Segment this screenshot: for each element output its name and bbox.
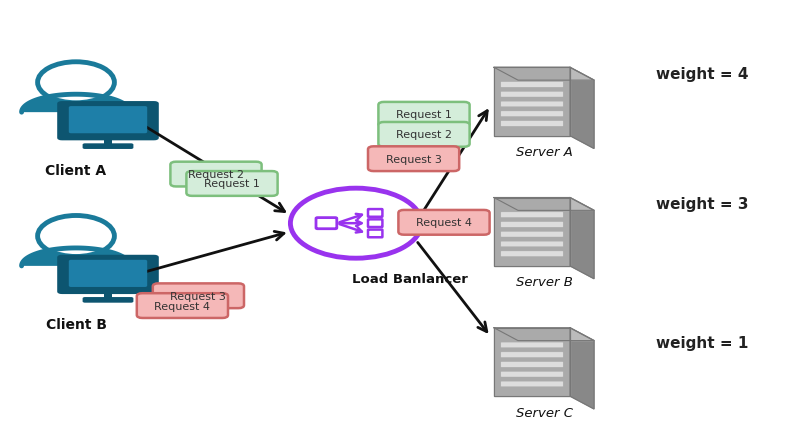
FancyBboxPatch shape [501,102,563,107]
Polygon shape [494,328,570,396]
Polygon shape [494,68,594,81]
FancyBboxPatch shape [69,107,147,134]
FancyBboxPatch shape [501,343,563,348]
FancyBboxPatch shape [501,92,563,98]
FancyBboxPatch shape [501,251,563,257]
Text: Request 3: Request 3 [170,291,226,301]
FancyBboxPatch shape [82,297,134,303]
Circle shape [38,216,114,257]
FancyBboxPatch shape [58,102,158,141]
Text: Server C: Server C [515,406,573,418]
Text: Request 2: Request 2 [188,170,244,180]
Circle shape [38,63,114,104]
Polygon shape [570,198,594,279]
Text: Request 2: Request 2 [396,130,452,140]
FancyBboxPatch shape [501,242,563,247]
Polygon shape [494,328,594,341]
FancyBboxPatch shape [58,255,158,294]
Polygon shape [22,248,130,266]
FancyBboxPatch shape [378,123,470,147]
FancyBboxPatch shape [368,230,382,238]
Text: Request 3: Request 3 [386,154,442,164]
FancyBboxPatch shape [501,381,563,387]
FancyBboxPatch shape [104,138,112,145]
FancyBboxPatch shape [170,162,262,187]
FancyBboxPatch shape [501,352,563,358]
Text: Client A: Client A [46,164,106,178]
Text: Request 1: Request 1 [396,110,452,120]
Circle shape [290,189,422,259]
Polygon shape [570,328,594,409]
Text: weight = 4: weight = 4 [656,67,749,82]
FancyBboxPatch shape [186,172,278,196]
FancyBboxPatch shape [137,294,228,318]
Polygon shape [570,68,594,149]
FancyBboxPatch shape [104,292,112,299]
Text: weight = 3: weight = 3 [656,197,749,212]
Polygon shape [494,68,570,136]
Text: Request 4: Request 4 [154,301,210,311]
Text: Server B: Server B [515,276,573,288]
FancyBboxPatch shape [501,362,563,367]
FancyBboxPatch shape [501,371,563,377]
FancyBboxPatch shape [153,284,244,308]
FancyBboxPatch shape [368,220,382,227]
Polygon shape [494,198,570,266]
Text: Client B: Client B [46,317,106,331]
Polygon shape [494,198,594,211]
Text: weight = 1: weight = 1 [656,335,748,351]
FancyBboxPatch shape [501,112,563,117]
FancyBboxPatch shape [316,218,337,229]
Text: Request 1: Request 1 [204,179,260,189]
FancyBboxPatch shape [82,144,134,150]
Polygon shape [22,95,130,113]
FancyBboxPatch shape [501,83,563,88]
FancyBboxPatch shape [69,260,147,287]
FancyBboxPatch shape [501,232,563,237]
FancyBboxPatch shape [368,210,382,217]
FancyBboxPatch shape [398,210,490,235]
FancyBboxPatch shape [501,121,563,127]
Text: Server A: Server A [515,146,573,158]
FancyBboxPatch shape [368,147,459,172]
FancyBboxPatch shape [501,213,563,218]
FancyBboxPatch shape [501,222,563,228]
Text: Request 4: Request 4 [416,218,472,228]
FancyBboxPatch shape [378,103,470,127]
Text: Load Banlancer: Load Banlancer [352,273,468,285]
